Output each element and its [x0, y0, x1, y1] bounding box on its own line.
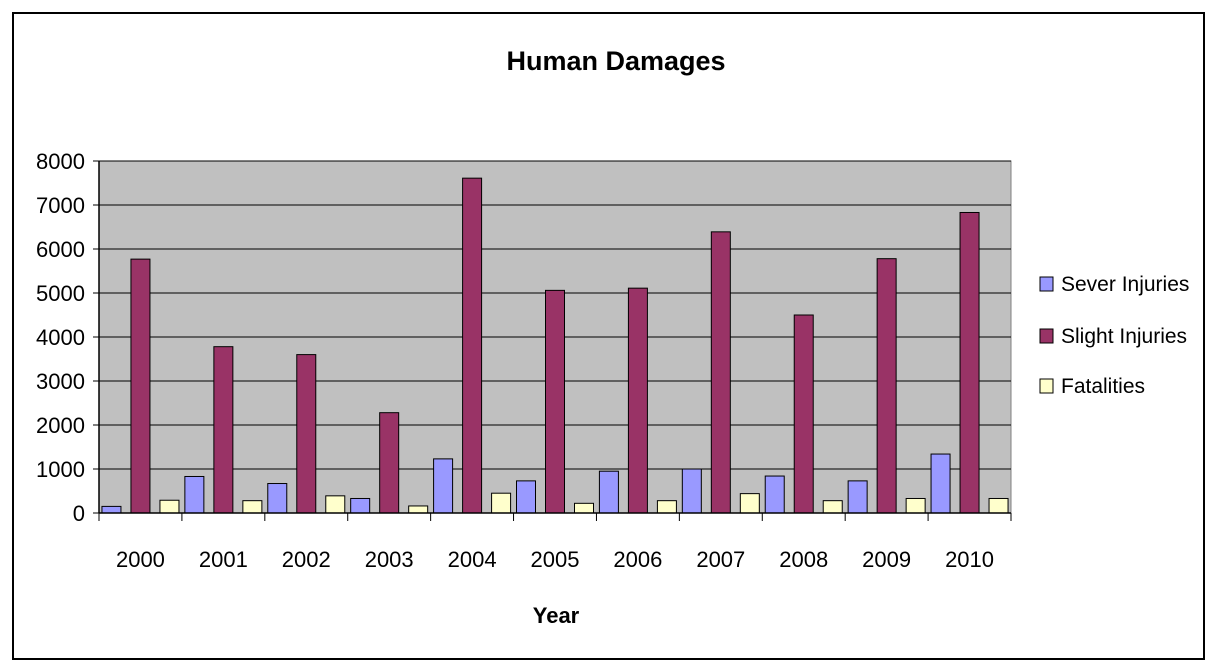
- bar-slight-injuries-2001: [213, 346, 234, 514]
- bar-sever-injuries-2001: [184, 475, 205, 514]
- bar-sever-injuries-2009: [847, 480, 868, 514]
- bar-sever-injuries-2007: [681, 468, 702, 514]
- y-tick-label: 6000: [36, 237, 85, 262]
- legend-label: Fatalities: [1061, 375, 1145, 398]
- y-tick-label: 8000: [36, 149, 85, 174]
- bar-fatalities-2000: [159, 499, 180, 514]
- x-tick-label: 2001: [199, 547, 248, 572]
- x-tick-label: 2007: [696, 547, 745, 572]
- bar-slight-injuries-2009: [876, 258, 897, 514]
- bar-sever-injuries-2004: [433, 458, 454, 514]
- x-tick-label: 2004: [448, 547, 497, 572]
- y-tick-label: 3000: [36, 369, 85, 394]
- bar-sever-injuries-2002: [267, 483, 288, 514]
- x-axis-label: Year: [533, 603, 580, 628]
- x-tick-label: 2000: [116, 547, 165, 572]
- bar-sever-injuries-2010: [930, 453, 951, 514]
- legend-swatch: [1039, 276, 1054, 292]
- x-tick-label: 2003: [365, 547, 414, 572]
- bar-slight-injuries-2003: [379, 412, 400, 514]
- y-tick-label: 1000: [36, 457, 85, 482]
- y-tick-label: 0: [73, 501, 85, 526]
- y-tick-label: 7000: [36, 193, 85, 218]
- bar-fatalities-2009: [905, 497, 926, 514]
- x-axis-ticks: 2000 2001 2002 2003 2004 2005 2006 2007 2008 2009…: [98, 513, 1012, 572]
- bar-sever-injuries-2008: [764, 475, 785, 514]
- bar-fatalities-2008: [822, 500, 843, 514]
- legend-item-sever-injuries: Sever Injuries: [1039, 273, 1189, 296]
- bar-slight-injuries-2008: [793, 314, 814, 514]
- bar-slight-injuries-2010: [959, 211, 980, 514]
- legend-item-fatalities: Fatalities: [1039, 375, 1145, 398]
- x-tick-label: 2002: [282, 547, 331, 572]
- x-tick-label: 2006: [613, 547, 662, 572]
- bar-fatalities-2005: [574, 502, 594, 514]
- chart-title: Human Damages: [506, 46, 725, 76]
- bar-slight-injuries-2000: [130, 258, 151, 514]
- bar-fatalities-2004: [491, 492, 512, 514]
- y-axis-ticks: 0 1000 2000 3000 4000 5000 6000 7000 8000: [36, 149, 99, 526]
- legend-label: Slight Injuries: [1061, 325, 1187, 348]
- bar-fatalities-2010: [988, 497, 1009, 514]
- legend-label: Sever Injuries: [1061, 273, 1189, 296]
- legend: Sever Injuries Slight Injuries Fatalities: [1039, 273, 1189, 398]
- bar-fatalities-2007: [739, 493, 760, 514]
- bar-fatalities-2002: [325, 495, 346, 514]
- bar-slight-injuries-2004: [462, 177, 483, 514]
- bar-fatalities-2001: [242, 500, 263, 514]
- bar-fatalities-2006: [656, 500, 677, 514]
- bar-sever-injuries-2000: [101, 505, 122, 514]
- legend-swatch: [1039, 328, 1054, 344]
- legend-item-slight-injuries: Slight Injuries: [1039, 325, 1187, 348]
- bar-slight-injuries-2006: [627, 287, 648, 514]
- x-tick-label: 2005: [531, 547, 580, 572]
- bars: [101, 177, 1009, 514]
- bar-sever-injuries-2005: [516, 480, 536, 514]
- x-tick-label: 2009: [862, 547, 911, 572]
- bar-slight-injuries-2005: [545, 289, 565, 514]
- y-tick-label: 2000: [36, 413, 85, 438]
- bar-sever-injuries-2006: [598, 470, 619, 514]
- y-tick-label: 5000: [36, 281, 85, 306]
- bar-sever-injuries-2003: [350, 497, 371, 514]
- y-tick-label: 4000: [36, 325, 85, 350]
- bar-fatalities-2003: [408, 505, 429, 514]
- x-tick-label: 2010: [945, 547, 994, 572]
- x-tick-label: 2008: [779, 547, 828, 572]
- bar-slight-injuries-2007: [710, 231, 731, 514]
- legend-swatch: [1039, 378, 1054, 394]
- bar-slight-injuries-2002: [296, 354, 317, 514]
